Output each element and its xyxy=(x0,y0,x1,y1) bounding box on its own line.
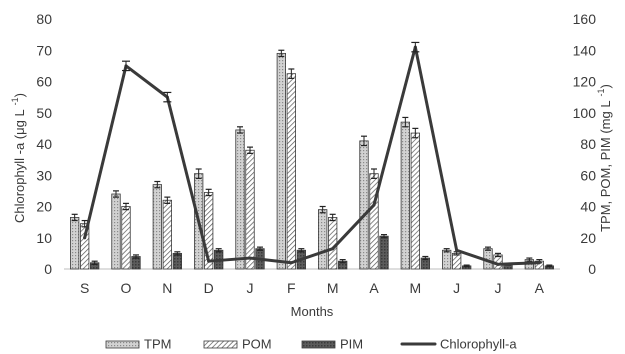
right-y-tick-label: 120 xyxy=(573,74,597,90)
legend-swatch-pim xyxy=(301,340,336,349)
left-axis-title-sup: -1 xyxy=(10,97,20,105)
x-tick-label: A xyxy=(369,280,379,296)
bar-pom xyxy=(410,132,420,270)
x-tick-label: A xyxy=(535,280,545,296)
bars xyxy=(70,52,554,270)
chlorophyll-a-point xyxy=(455,248,459,252)
x-tick-label: M xyxy=(409,280,421,296)
right-y-tick-label: 80 xyxy=(580,136,596,152)
right-axis-title-close: ) xyxy=(598,84,613,88)
left-y-tick-label: 30 xyxy=(36,167,52,183)
left-y-tick-label: 40 xyxy=(36,136,52,152)
chlorophyll-a-point xyxy=(207,259,211,263)
bar-pim xyxy=(379,235,389,270)
left-y-tick-label: 80 xyxy=(36,11,52,27)
right-y-tick-label: 140 xyxy=(573,42,597,58)
right-y-tick-label: 100 xyxy=(573,105,597,121)
bar-tpm xyxy=(111,193,121,270)
x-tick-label: M xyxy=(327,280,339,296)
legend-label-pim: PIM xyxy=(340,337,363,352)
bar-tpm xyxy=(359,140,369,270)
x-tick-label: F xyxy=(287,280,296,296)
chlorophyll-a-point xyxy=(289,261,293,265)
right-y-tick-label: 0 xyxy=(588,261,596,277)
left-y-tick-label: 60 xyxy=(36,74,52,90)
x-tick-label: D xyxy=(204,280,214,296)
bar-pom xyxy=(452,252,462,270)
error-bars xyxy=(71,49,553,268)
left-y-tick-label: 50 xyxy=(36,105,52,121)
x-axis-title: Months xyxy=(291,304,334,319)
left-y-tick-label: 70 xyxy=(36,42,52,58)
right-axis-title-sup: -1 xyxy=(596,88,606,96)
chlorophyll-a-point xyxy=(248,256,252,260)
right-axis-title-main: TPM, POM, PIM (mg L xyxy=(598,100,613,231)
right-y-tick-label: 60 xyxy=(580,167,596,183)
legend-label-tpm: TPM xyxy=(144,337,171,352)
chlorophyll-a-point xyxy=(83,236,87,240)
right-y-tick-label: 20 xyxy=(580,230,596,246)
chlorophyll-a-point xyxy=(537,261,541,265)
bar-pom xyxy=(286,73,296,270)
bar-pom xyxy=(121,206,131,270)
left-axis-title: Chlorophyll -a (μg L -1) xyxy=(10,93,27,223)
bar-tpm xyxy=(70,217,80,270)
right-y-tick-labels: 0 20 40 60 80 100 120 140 160 xyxy=(573,11,597,277)
left-y-tick-label: 0 xyxy=(44,261,52,277)
bar-tpm xyxy=(318,209,328,270)
legend-swatch-tpm xyxy=(105,340,140,349)
legend-swatch-pom xyxy=(203,340,238,349)
x-tick-label: J xyxy=(247,280,254,296)
left-y-tick-label: 10 xyxy=(36,230,52,246)
series-line-chlorophyll-a xyxy=(83,45,541,266)
bar-pom xyxy=(328,217,338,270)
left-y-tick-label: 20 xyxy=(36,199,52,215)
chlorophyll-a-point xyxy=(331,247,335,251)
right-y-tick-label: 160 xyxy=(573,11,597,27)
legend-label-chlorophyll-a: Chlorophyll-a xyxy=(440,337,517,352)
svg-text:Chlorophyll -a (μg L-1): Chlorophyll -a (μg L -1) xyxy=(10,93,27,223)
bar-tpm xyxy=(152,184,162,270)
x-tick-label: J xyxy=(453,280,460,296)
x-tick-label: J xyxy=(495,280,502,296)
bar-tpm xyxy=(276,52,286,270)
chlorophyll-line-layer xyxy=(83,41,541,266)
right-axis-title: TPM, POM, PIM (mg L -1) xyxy=(596,84,613,232)
bar-pim xyxy=(172,252,182,270)
x-tick-label: S xyxy=(80,280,89,296)
bar-tpm xyxy=(400,121,410,270)
left-y-tick-labels: 0 10 20 30 40 50 60 70 80 xyxy=(36,11,52,277)
chlorophyll-a-point xyxy=(496,262,500,266)
svg-text:TPM, POM, PIM (mg L-1): TPM, POM, PIM (mg L -1) xyxy=(596,84,613,232)
bar-tpm xyxy=(235,129,245,270)
x-tick-label: O xyxy=(121,280,132,296)
bar-tpm xyxy=(442,249,452,270)
legend-label-pom: POM xyxy=(242,337,272,352)
legend: TPM POM PIM Chlorophyll-a xyxy=(105,337,517,352)
bar-pom xyxy=(245,149,255,270)
right-y-tick-label: 40 xyxy=(580,199,596,215)
chlorophyll-a-point xyxy=(372,203,376,207)
left-axis-title-main: Chlorophyll -a (μg L xyxy=(12,109,27,223)
x-tick-label: N xyxy=(162,280,172,296)
left-axis-title-close: ) xyxy=(12,93,27,97)
bar-pom xyxy=(162,199,172,270)
